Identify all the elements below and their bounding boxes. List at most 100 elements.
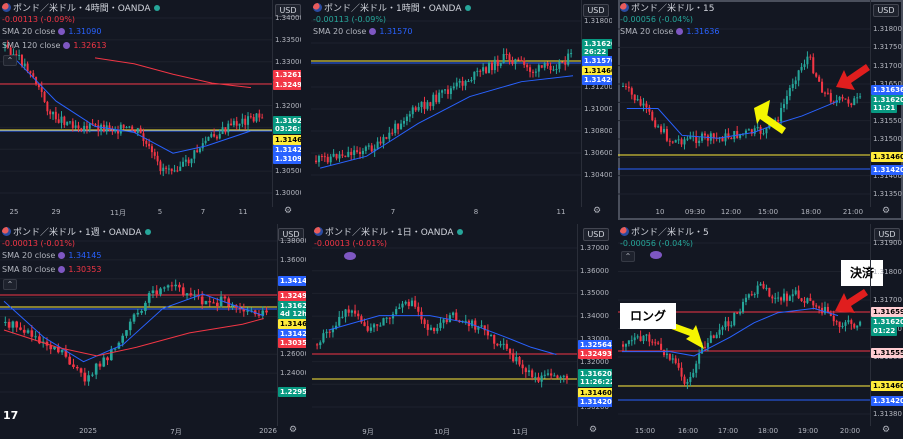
candle bbox=[636, 334, 639, 340]
time-tick-label: 12:00 bbox=[720, 208, 742, 216]
candle bbox=[727, 316, 730, 332]
sma-line bbox=[94, 57, 252, 89]
candle bbox=[689, 372, 692, 387]
chart-panel-15m[interactable]: ポンド／米ドル・15 -0.00056 (-0.04%) SMA 20 clos… bbox=[618, 0, 903, 220]
candle bbox=[800, 297, 803, 302]
candle bbox=[4, 316, 7, 326]
price-axis[interactable] bbox=[277, 224, 306, 426]
symbol-title[interactable]: ポンド／米ドル・15 bbox=[620, 3, 714, 15]
chart-panel-4h[interactable]: ポンド／米ドル・4時間・OANDA -0.00113 (-0.09%) SMA … bbox=[0, 0, 301, 220]
candle bbox=[426, 319, 429, 336]
candle bbox=[496, 343, 499, 347]
symbol-title[interactable]: ポンド／米ドル・1週・OANDA bbox=[2, 227, 152, 239]
currency-button[interactable]: USD bbox=[583, 4, 609, 17]
currency-button[interactable]: USD bbox=[873, 4, 899, 17]
symbol-title[interactable]: ポンド／米ドル・5 bbox=[620, 227, 709, 239]
indicator-sma-20[interactable]: SMA 20 close 1.31570 bbox=[313, 27, 413, 36]
candle-chart-1h[interactable] bbox=[311, 0, 581, 205]
currency-button[interactable]: USD bbox=[275, 4, 301, 17]
candle bbox=[210, 132, 213, 139]
settings-gear-icon[interactable]: ⚙ bbox=[593, 206, 602, 216]
price-axis[interactable] bbox=[577, 224, 612, 426]
price-axis[interactable] bbox=[870, 224, 903, 426]
candle bbox=[721, 136, 724, 142]
symbol-title[interactable]: ポンド／米ドル・1日・OANDA bbox=[314, 227, 464, 239]
time-tick-label: 9月 bbox=[362, 428, 374, 436]
candle bbox=[63, 115, 66, 128]
candle bbox=[559, 375, 562, 384]
candle bbox=[335, 153, 338, 161]
candle bbox=[639, 330, 642, 342]
settings-gear-icon[interactable]: ⚙ bbox=[289, 425, 298, 435]
candle bbox=[461, 76, 464, 91]
candle bbox=[823, 91, 826, 97]
indicator-sma-80[interactable]: SMA 80 close 1.30353 bbox=[2, 265, 102, 274]
candle bbox=[508, 348, 512, 360]
indicator-settings-icon[interactable] bbox=[58, 266, 66, 273]
candle bbox=[18, 49, 21, 61]
candle-chart-15m[interactable] bbox=[618, 0, 870, 205]
indicator-settings-icon[interactable] bbox=[63, 42, 71, 49]
settings-gear-icon[interactable]: ⚙ bbox=[882, 425, 891, 435]
collapse-legend-button[interactable]: ⌃ bbox=[3, 279, 17, 290]
settings-gear-icon[interactable]: ⚙ bbox=[589, 425, 598, 435]
indicator-sma-20[interactable]: SMA 20 close 1.34145 bbox=[2, 251, 102, 260]
candle bbox=[350, 309, 354, 317]
indicator-settings-icon[interactable] bbox=[58, 28, 66, 35]
candle bbox=[695, 360, 698, 378]
indicator-sma-20[interactable]: SMA 20 close 1.31636 bbox=[620, 27, 720, 36]
candle-chart-1d[interactable] bbox=[312, 224, 577, 424]
price-axis[interactable] bbox=[581, 0, 612, 207]
chart-panel-1w[interactable]: ポンド／米ドル・1週・OANDA -0.00013 (-0.01%) SMA 2… bbox=[0, 224, 306, 439]
candle-chart-4h[interactable] bbox=[0, 0, 272, 205]
candle bbox=[400, 119, 403, 130]
price-tick-label: 1.31000 bbox=[584, 105, 612, 113]
candle bbox=[385, 316, 388, 323]
price-axis[interactable] bbox=[272, 0, 301, 207]
candle bbox=[517, 57, 520, 61]
indicator-sma-120[interactable]: SMA 120 close 1.32613 bbox=[2, 41, 107, 50]
price-tag: 1.31620 bbox=[582, 39, 612, 49]
indicator-settings-icon[interactable] bbox=[58, 252, 66, 259]
indicator-settings-icon[interactable] bbox=[344, 252, 356, 260]
price-tag: 1.31659 bbox=[871, 307, 903, 317]
candle bbox=[558, 59, 561, 73]
indicator-settings-icon[interactable] bbox=[650, 251, 662, 259]
currency-button[interactable]: USD bbox=[583, 228, 609, 241]
candle bbox=[87, 370, 90, 386]
candle bbox=[315, 155, 318, 164]
settings-gear-icon[interactable]: ⚙ bbox=[882, 206, 891, 216]
candle bbox=[385, 136, 388, 140]
candle bbox=[40, 81, 43, 98]
time-tick-label: 15:00 bbox=[634, 427, 656, 435]
tradingview-logo: 17 bbox=[3, 409, 19, 422]
settings-gear-icon[interactable]: ⚙ bbox=[284, 206, 293, 216]
collapse-legend-button[interactable]: ⌃ bbox=[621, 251, 635, 262]
candle bbox=[414, 105, 417, 113]
candle bbox=[730, 321, 733, 328]
currency-button[interactable]: USD bbox=[278, 228, 304, 241]
collapse-legend-button[interactable]: ⌃ bbox=[3, 55, 17, 66]
candle bbox=[150, 143, 153, 159]
candle bbox=[756, 122, 759, 131]
indicator-settings-icon[interactable] bbox=[676, 28, 684, 35]
chart-panel-5m[interactable]: ポンド／米ドル・5 -0.00056 (-0.04%) ⌃ USD ロング 決済… bbox=[618, 224, 903, 439]
price-tick-label: 1.31200 bbox=[584, 83, 612, 91]
candle bbox=[193, 290, 196, 301]
candle bbox=[402, 117, 406, 128]
price-axis[interactable] bbox=[870, 0, 903, 207]
candle bbox=[785, 291, 788, 307]
indicator-settings-icon[interactable] bbox=[369, 28, 377, 35]
candle bbox=[26, 328, 30, 334]
candle-chart-1w[interactable] bbox=[0, 224, 277, 424]
candle bbox=[633, 94, 636, 104]
symbol-title[interactable]: ポンド／米ドル・1時間・OANDA bbox=[313, 3, 472, 15]
candle bbox=[7, 318, 11, 330]
indicator-sma-20[interactable]: SMA 20 close 1.31090 bbox=[2, 27, 102, 36]
symbol-title[interactable]: ポンド／米ドル・4時間・OANDA bbox=[2, 3, 161, 15]
currency-button[interactable]: USD bbox=[874, 228, 900, 241]
chart-panel-1h[interactable]: ポンド／米ドル・1時間・OANDA -0.00113 (-0.09%) SMA … bbox=[311, 0, 612, 220]
candle bbox=[744, 294, 747, 306]
chart-panel-1d[interactable]: ポンド／米ドル・1日・OANDA -0.00013 (-0.01%) USD 1… bbox=[312, 224, 612, 439]
candle bbox=[439, 317, 442, 331]
